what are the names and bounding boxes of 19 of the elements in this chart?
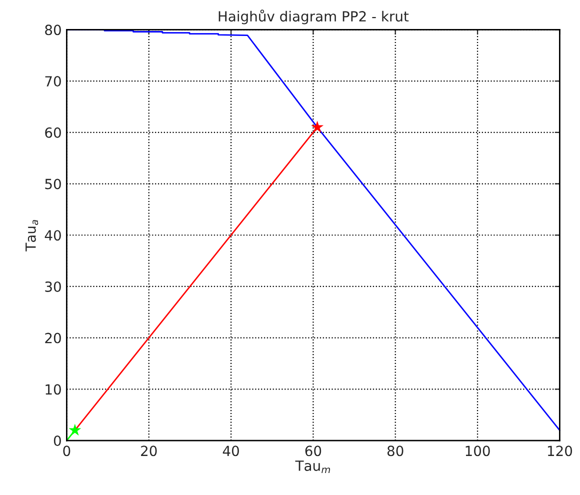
x-tick-label: 20 [141, 446, 157, 456]
y-tick-label: 10 [46, 384, 61, 395]
y-tick-label: 50 [45, 178, 61, 190]
x-tick-label: 100 [466, 446, 490, 456]
y-tick-label: 0 [54, 436, 61, 446]
x-tick-label: 40 [222, 446, 239, 456]
chart-title: Haighův diagram PP2 - krut [218, 10, 409, 24]
x-tick-label: 120 [548, 446, 572, 456]
x-tick-label: 80 [387, 446, 404, 456]
x-tick-label: 0 [63, 446, 70, 456]
y-tick-label: 20 [45, 332, 61, 344]
y-axis-title: Tau$_{a}$ [26, 220, 38, 252]
x-tick-label: 60 [305, 446, 322, 456]
y-tick-label: 70 [45, 76, 61, 87]
y-tick-label: 30 [45, 281, 61, 292]
y-tick-label: 40 [44, 230, 61, 241]
x-axis-title: Tau$_{m}$ [295, 460, 330, 474]
y-tick-label: 80 [45, 24, 61, 36]
y-tick-label: 60 [45, 127, 61, 138]
